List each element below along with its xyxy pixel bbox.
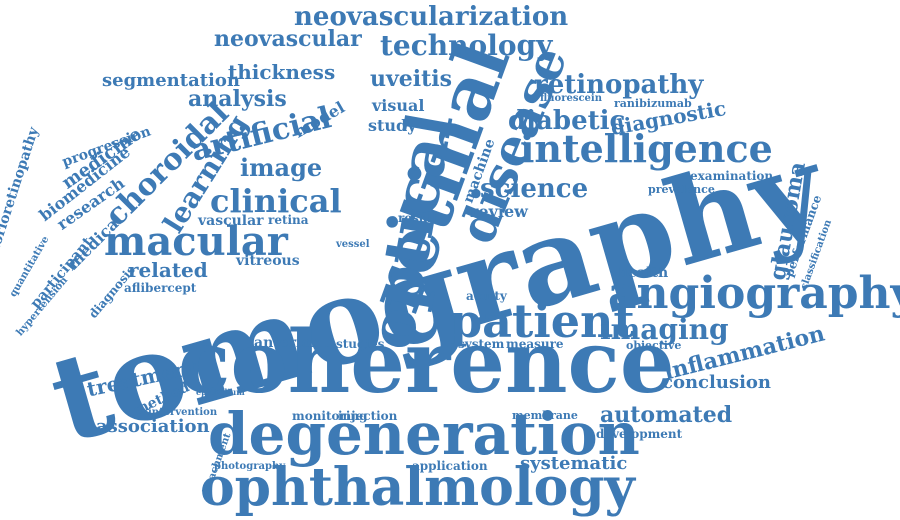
- word-acuity: acuity: [466, 289, 507, 303]
- word-clinical: clinical: [210, 182, 342, 220]
- word-system: system: [458, 337, 505, 351]
- word-thickness: thickness: [228, 60, 336, 84]
- word-conclusion: conclusion: [662, 372, 772, 393]
- word-intelligence: intelligence: [520, 126, 773, 171]
- word-ranibizumab: ranibizumab: [614, 97, 692, 110]
- word-patient: patient: [450, 294, 635, 348]
- word-neovascularization: neovascularization: [294, 2, 569, 32]
- word-coherence: coherence: [178, 312, 675, 413]
- word-fluorescein: fluorescein: [540, 93, 602, 104]
- word-epithelium: epithelium: [196, 387, 245, 397]
- word-related: related: [128, 258, 208, 282]
- word-examination: examination: [690, 169, 774, 183]
- word-anterior: anterior: [254, 335, 319, 351]
- word-uveitis: uveitis: [370, 66, 453, 92]
- word-photography: photography: [214, 461, 286, 472]
- word-result: result: [398, 211, 438, 225]
- word-association: association: [96, 416, 210, 437]
- word-studies: studies: [336, 337, 385, 351]
- word-systematic: systematic: [520, 453, 628, 474]
- word-angiography: angiography: [608, 268, 900, 319]
- word-science: science: [480, 174, 589, 204]
- word-ophthalmology: ophthalmology: [200, 457, 635, 518]
- word-aflibercept: aflibercept: [124, 281, 197, 295]
- word-retina: retina: [268, 213, 309, 227]
- word-image: image: [240, 153, 323, 182]
- word-development: development: [596, 427, 683, 441]
- word-diabetic: diabetic: [508, 106, 626, 136]
- word-degeneration: degeneration: [208, 400, 640, 468]
- word-vessel: vessel: [336, 239, 370, 250]
- word-vascular: vascular: [198, 213, 264, 229]
- word-measure: measure: [506, 337, 564, 351]
- word-segmentation: segmentation: [102, 70, 240, 91]
- word-study: study: [368, 116, 417, 135]
- word-vitreous: vitreous: [236, 253, 300, 269]
- word-review: review: [470, 202, 528, 221]
- word-technology: technology: [380, 29, 553, 62]
- word-analysis: analysis: [188, 86, 287, 112]
- word-imaging: imaging: [600, 313, 729, 346]
- word-chorioretinopathy: chorioretinopathy: [0, 125, 43, 265]
- word-membrane: membrane: [512, 409, 578, 422]
- word-automated: automated: [600, 402, 733, 428]
- word-application: application: [412, 459, 488, 473]
- word-retinopathy: retinopathy: [534, 70, 704, 100]
- word-visual: visual: [372, 96, 425, 115]
- word-injection: injection: [338, 409, 398, 423]
- word-objective: objective: [626, 339, 682, 352]
- word-prevalence: prevalence: [648, 183, 715, 196]
- word-neovascular: neovascular: [214, 26, 362, 52]
- word-macular: macular: [104, 218, 288, 265]
- word-monitoring: monitoring: [292, 409, 368, 423]
- word-health: health: [618, 265, 669, 281]
- word-intervention: intervention: [148, 407, 218, 418]
